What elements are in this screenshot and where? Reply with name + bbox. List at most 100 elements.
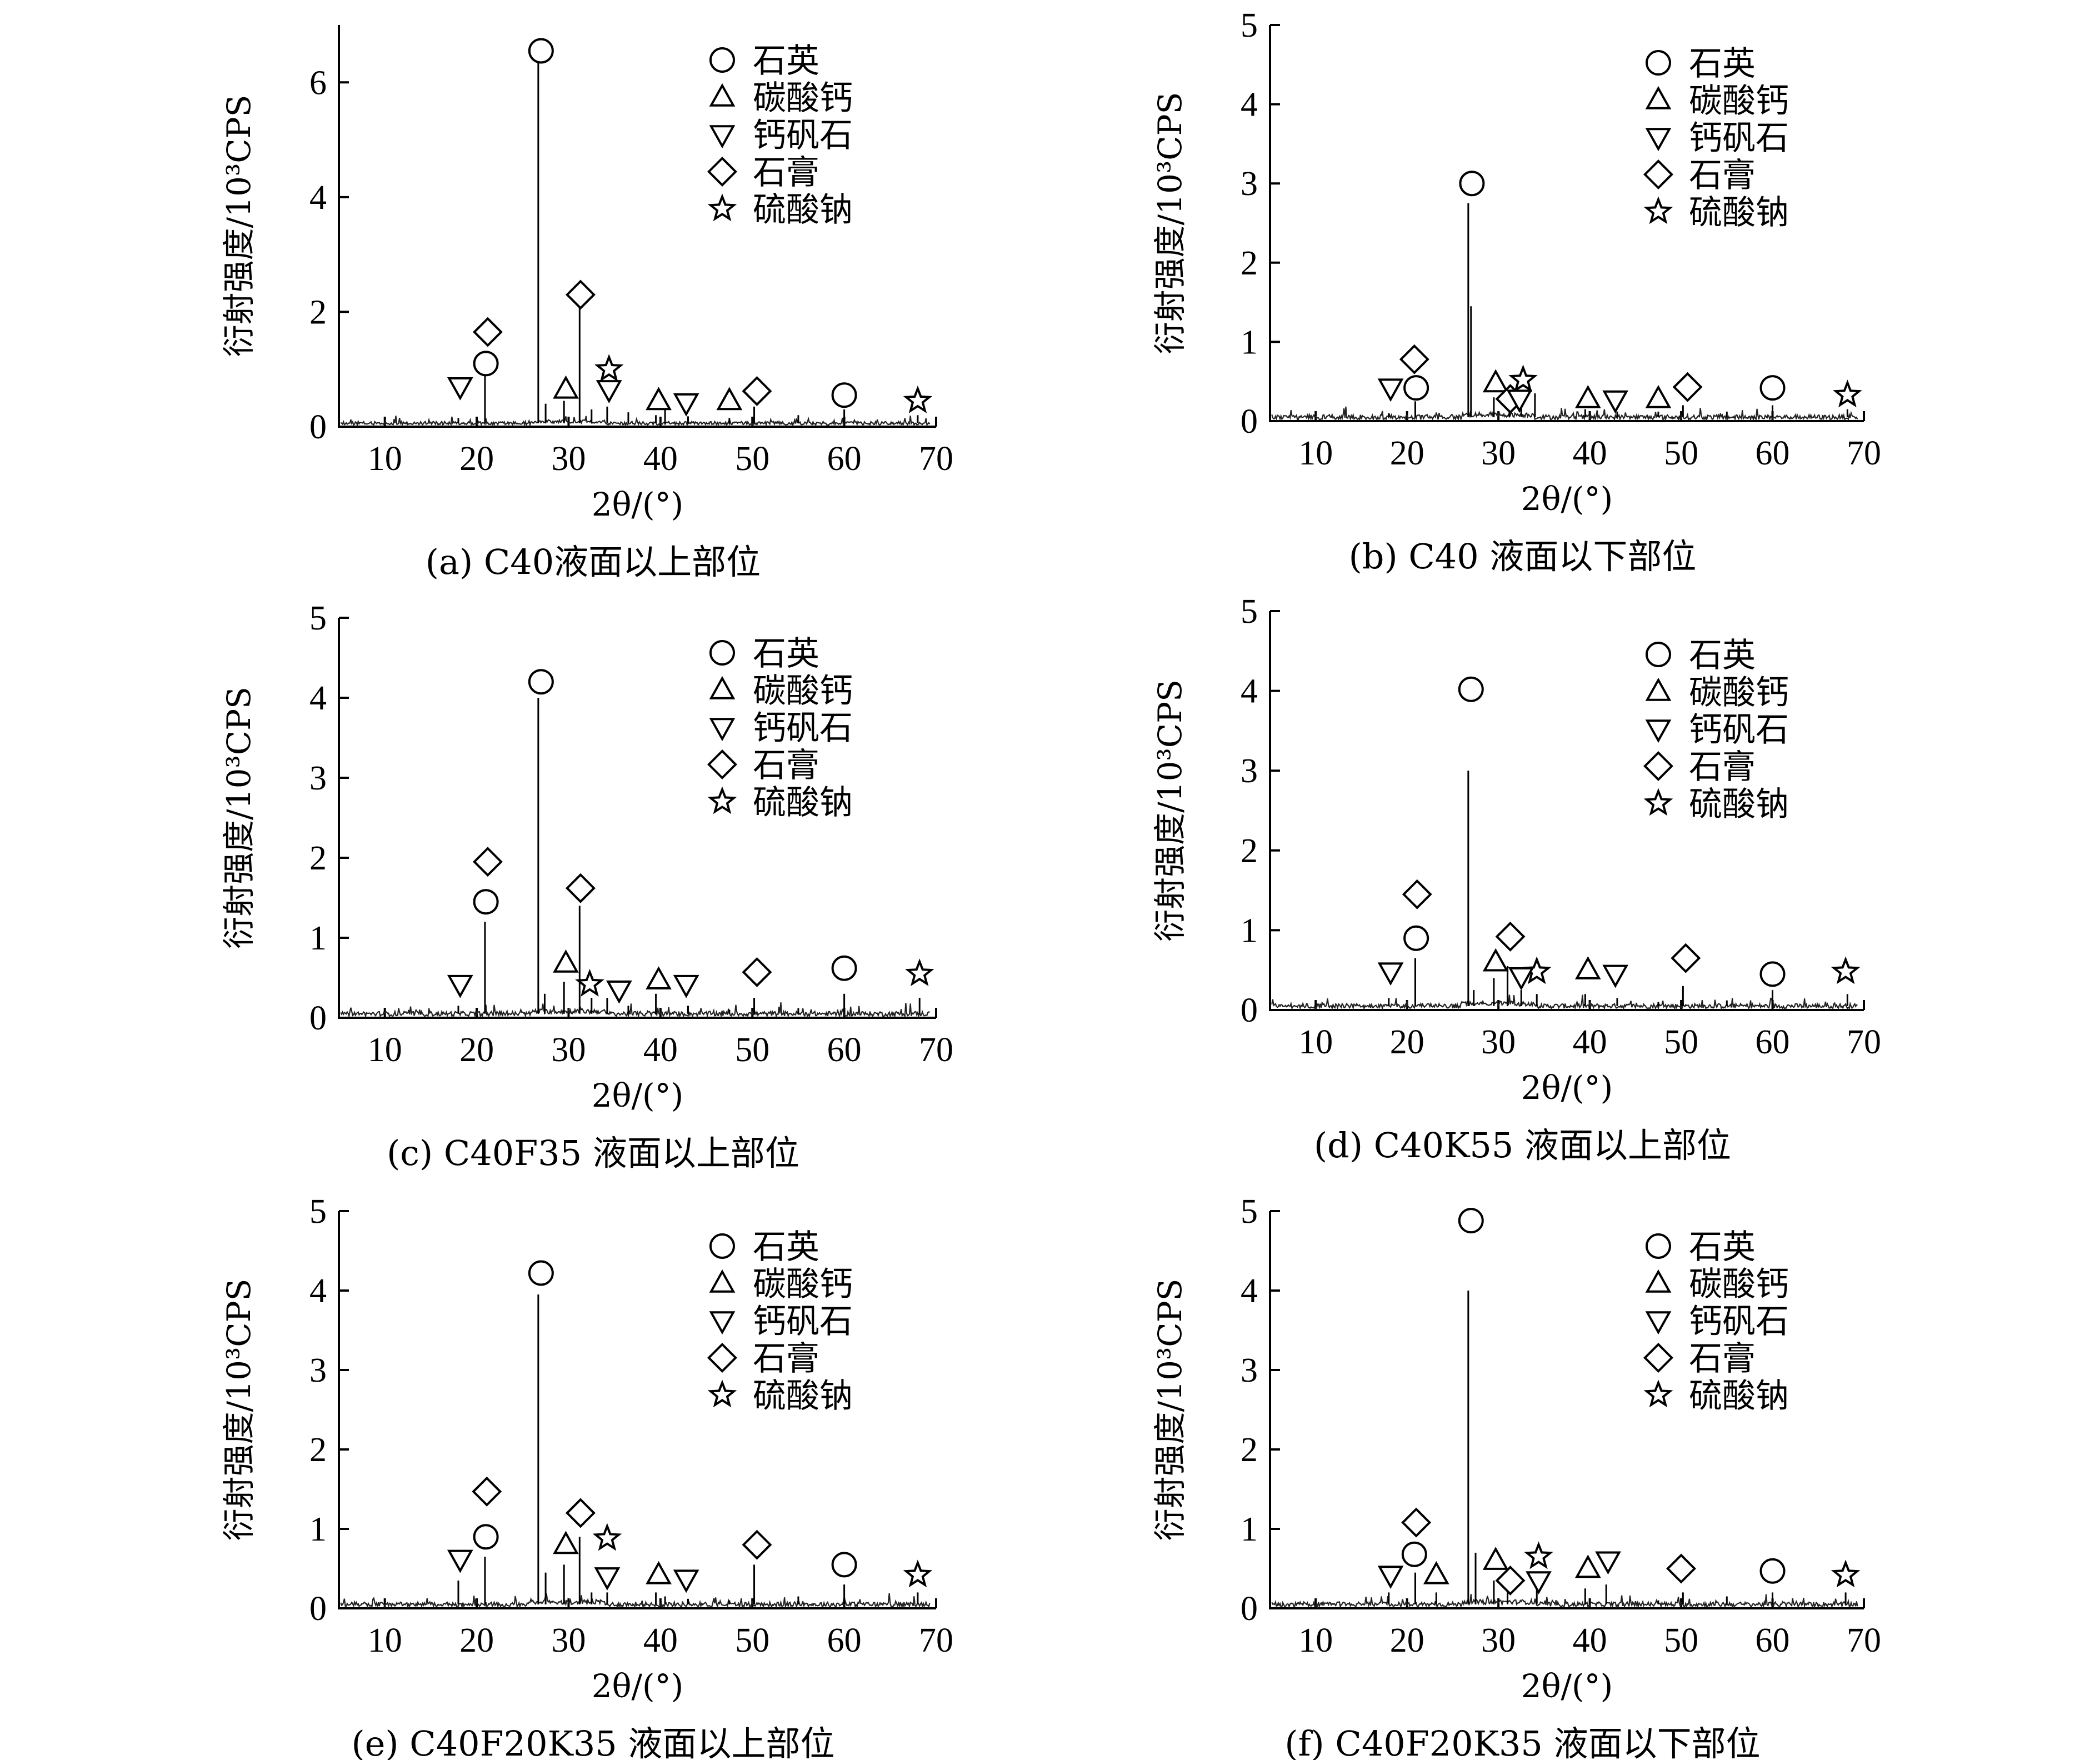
- y-axis-title: 衍射强度/10³CPS: [1151, 1279, 1189, 1541]
- phase-marker-triangle_down: [1377, 378, 1404, 402]
- y-tick-label: 2: [1241, 1431, 1258, 1469]
- y-tick-label: 0: [309, 1590, 327, 1628]
- legend-marker-circle: [709, 640, 735, 666]
- phase-marker-diamond: [565, 279, 596, 310]
- phase-marker-triangle_up: [1574, 384, 1601, 408]
- phase-marker-triangle_up: [553, 949, 579, 973]
- panel-caption: (a) C40液面以上部位: [426, 542, 761, 582]
- xrd-panel-f: 0 1 2 3 4 5 10 20 30 40 50 60 70 2θ/(°) 衍射强度/10³CPS (f)…: [1151, 1193, 1881, 1760]
- x-tick-label: 10: [1298, 1622, 1333, 1659]
- legend-marker-triangle_up: [709, 1269, 736, 1293]
- legend-label-triangle_up: 碳酸钙: [1689, 673, 1789, 712]
- y-tick-label: 2: [1241, 244, 1258, 282]
- legend-marker-star: [707, 786, 737, 814]
- legend-label-star: 硫酸钠: [753, 783, 853, 822]
- legend-marker-star: [1643, 1379, 1673, 1408]
- y-tick-label: 3: [1241, 1352, 1258, 1389]
- y-tick-label: 4: [1241, 673, 1258, 711]
- legend-label-diamond: 石膏: [753, 153, 819, 192]
- phase-marker-circle: [831, 1552, 857, 1578]
- phase-marker-triangle_up: [1482, 948, 1509, 972]
- legend-marker-circle: [1646, 50, 1671, 76]
- legend-label-diamond: 石膏: [1689, 156, 1756, 195]
- phase-marker-diamond: [742, 1529, 772, 1560]
- phase-marker-circle: [1403, 375, 1429, 401]
- x-tick-label: 10: [368, 440, 402, 478]
- legend-label-triangle_down: 钙矾石: [753, 709, 853, 748]
- legend-label-circle: 石英: [1689, 1228, 1756, 1267]
- legend-marker-diamond: [1643, 751, 1673, 781]
- legend-marker-triangle_up: [1645, 677, 1672, 701]
- x-tick-label: 20: [459, 1622, 494, 1659]
- y-axis-title: 衍射强度/10³CPS: [220, 1279, 258, 1541]
- legend-label-diamond: 石膏: [753, 746, 819, 785]
- phase-marker-circle: [1759, 375, 1786, 401]
- phase-marker-diamond: [1399, 344, 1429, 374]
- legend-marker-triangle_up: [1645, 86, 1672, 109]
- phase-marker-triangle_down: [673, 1569, 699, 1593]
- legend-marker-diamond: [1643, 1343, 1673, 1373]
- panel-caption: (c) C40F35 液面以上部位: [387, 1133, 799, 1173]
- x-tick-label: 50: [1664, 1622, 1698, 1659]
- xrd-panel-d: 0 1 2 3 4 5 10 20 30 40 50 60 70 2θ/(°) 衍射强度/10³CPS (d)…: [1151, 593, 1881, 1166]
- x-axis-title: 2θ/(°): [1521, 480, 1613, 518]
- y-tick-label: 2: [309, 1431, 327, 1469]
- phase-marker-diamond: [472, 317, 503, 347]
- x-tick-label: 30: [551, 440, 586, 478]
- phase-marker-triangle_up: [646, 966, 672, 990]
- y-tick-label: 0: [309, 408, 327, 446]
- legend-label-star: 硫酸钠: [1689, 193, 1789, 232]
- phase-marker-star: [592, 1523, 622, 1551]
- phase-marker-diamond: [472, 847, 503, 877]
- x-tick-label: 20: [459, 440, 494, 478]
- y-tick-label: 0: [1241, 1590, 1258, 1628]
- phase-marker-star: [903, 1559, 933, 1588]
- legend-marker-diamond: [707, 749, 737, 779]
- phase-marker-diamond: [742, 957, 772, 987]
- y-tick-label: 2: [309, 839, 327, 877]
- phase-marker-diamond: [1402, 879, 1432, 909]
- xrd-panel-e: 0 1 2 3 4 5 10 20 30 40 50 60 70 2θ/(°) 衍射强度/10³CPS (e)…: [220, 1193, 953, 1760]
- y-tick-label: 3: [309, 759, 327, 797]
- legend-label-circle: 石英: [753, 42, 819, 81]
- y-tick-label: 2: [1241, 832, 1258, 870]
- phase-marker-triangle_up: [1574, 956, 1601, 979]
- phase-marker-triangle_up: [553, 1531, 579, 1554]
- phase-marker-circle: [528, 1260, 554, 1286]
- phase-marker-star: [594, 354, 624, 382]
- legend-marker-triangle_up: [1645, 1269, 1672, 1293]
- phase-marker-triangle_down: [447, 1549, 473, 1573]
- y-axis-title: 衍射强度/10³CPS: [1151, 679, 1189, 942]
- phase-marker-triangle_up: [716, 387, 743, 411]
- y-tick-label: 5: [1241, 7, 1258, 44]
- x-tick-label: 70: [919, 1622, 953, 1659]
- legend-label-triangle_down: 钙矾石: [1689, 1302, 1789, 1341]
- x-axis-title: 2θ/(°): [592, 1667, 684, 1705]
- phase-marker-triangle_down: [596, 380, 622, 403]
- phase-marker-circle: [1759, 1558, 1786, 1584]
- legend-label-circle: 石英: [753, 1228, 819, 1267]
- x-tick-label: 30: [551, 1031, 586, 1069]
- legend-label-star: 硫酸钠: [1689, 785, 1789, 824]
- y-tick-label: 1: [309, 919, 327, 957]
- panel-caption: (e) C40F20K35 液面以上部位: [352, 1723, 835, 1760]
- x-tick-label: 40: [1573, 434, 1607, 472]
- phase-marker-diamond: [1666, 1553, 1697, 1584]
- y-axis-title: 衍射强度/10³CPS: [220, 687, 258, 949]
- legend-marker-triangle_down: [1645, 128, 1672, 152]
- legend-label-star: 硫酸钠: [753, 1377, 853, 1416]
- phase-marker-triangle_down: [673, 974, 699, 998]
- y-tick-label: 0: [1241, 403, 1258, 441]
- y-tick-label: 4: [309, 179, 327, 217]
- y-tick-label: 6: [309, 64, 327, 102]
- legend-marker-circle: [709, 47, 735, 73]
- x-tick-label: 50: [735, 1622, 769, 1659]
- xrd-trace: [1271, 1594, 1858, 1609]
- x-tick-label: 70: [919, 440, 953, 478]
- legend-marker-circle: [709, 1233, 735, 1259]
- phase-marker-triangle_down: [1377, 1566, 1404, 1589]
- xrd-trace: [340, 1002, 930, 1019]
